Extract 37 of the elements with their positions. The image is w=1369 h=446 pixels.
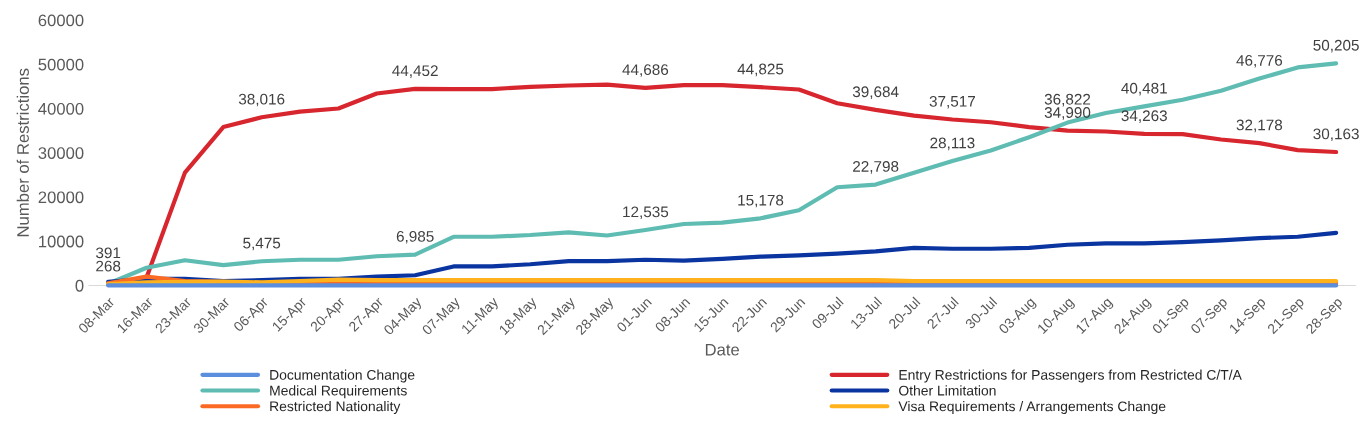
data-label: 37,517 [929, 95, 975, 109]
data-label: 15,178 [738, 194, 784, 208]
data-label: 6,985 [396, 230, 434, 244]
y-tick-label: 60000 [38, 14, 84, 27]
legend-label: Medical Requirements [270, 385, 407, 399]
y-tick-label: 40000 [38, 102, 84, 115]
y-tick-label: 0 [75, 279, 84, 292]
x-axis-title: Date [705, 343, 740, 356]
data-label: 32,178 [1236, 119, 1283, 133]
data-label: 22,798 [853, 161, 899, 174]
y-axis-title: Number of Restrictions [16, 68, 29, 237]
data-label: 40,481 [1121, 82, 1167, 96]
legend-label: Entry Restrictions for Passengers from Restricted C/T/A [899, 369, 1242, 383]
data-label: 44,452 [392, 65, 438, 78]
data-label: 12,535 [623, 206, 669, 220]
data-label: 28,113 [930, 137, 975, 151]
legend-label: Visa Requirements / Arrangements Change [898, 401, 1166, 414]
data-label: 391 [96, 247, 121, 259]
data-label: 44,686 [622, 64, 669, 77]
data-label: 34,263 [1121, 110, 1167, 123]
data-label: 44,825 [737, 63, 784, 77]
y-tick-label: 10000 [39, 235, 84, 248]
data-label: 38,016 [238, 93, 285, 107]
y-tick-label: 50000 [38, 58, 84, 71]
data-label: 50,205 [1313, 39, 1359, 53]
legend-label: Restricted Nationality [270, 401, 401, 414]
y-tick-label: 20000 [38, 191, 84, 204]
data-label: 36,822 [1044, 93, 1091, 107]
data-label: 46,776 [1236, 54, 1283, 68]
data-label: 34,990 [1044, 107, 1091, 120]
legend-label: Documentation Change [270, 369, 415, 383]
data-label: 30,163 [1313, 128, 1359, 142]
legend-label: Other Limitation [899, 385, 996, 396]
data-label: 5,475 [243, 237, 281, 251]
data-label: 268 [96, 260, 121, 272]
data-label: 39,684 [852, 86, 899, 99]
y-tick-label: 30000 [38, 147, 84, 159]
